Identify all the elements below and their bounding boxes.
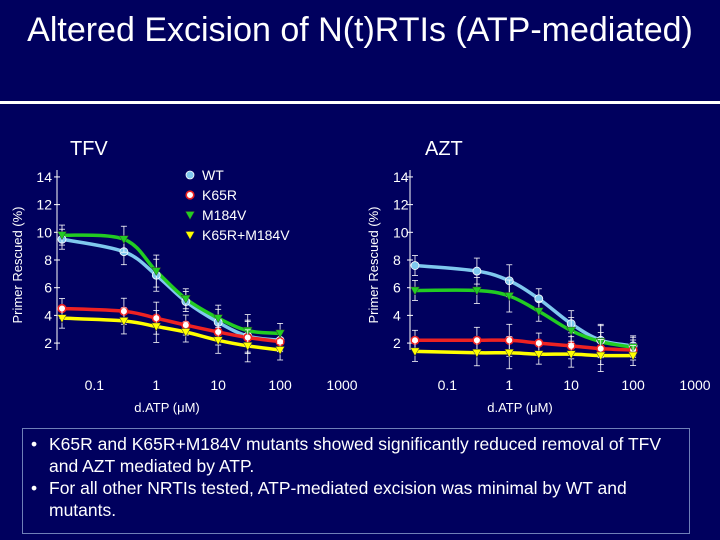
y-tick-label: 6	[393, 280, 401, 296]
legend-marker-icon	[185, 231, 195, 241]
data-point	[410, 286, 420, 296]
y-tick-label: 10	[393, 224, 409, 240]
legend-marker-icon	[185, 190, 195, 200]
data-point	[180, 328, 191, 338]
data-point	[213, 314, 224, 324]
data-point	[566, 326, 577, 336]
x-axis-label: d.ATP (μM)	[487, 400, 553, 415]
y-tick-label: 6	[44, 280, 52, 296]
data-point	[595, 351, 606, 361]
data-point	[118, 317, 129, 326]
panel-label-tfv: TFV	[70, 138, 108, 160]
x-tick-label: 10	[210, 377, 226, 393]
y-tick-label: 14	[393, 169, 409, 185]
data-point	[57, 314, 67, 324]
data-point	[410, 347, 420, 357]
x-tick-label: 1000	[326, 377, 357, 393]
data-point	[57, 231, 67, 241]
x-tick-label: 100	[621, 377, 645, 393]
y-tick-label: 8	[44, 252, 52, 268]
legend-marker-icon	[185, 170, 195, 180]
panel-label-azt: AZT	[425, 138, 463, 160]
y-tick-label: 14	[36, 169, 52, 185]
data-point	[471, 286, 482, 296]
page-title: Altered Excision of N(t)RTIs (ATP-mediat…	[27, 11, 693, 49]
data-point	[472, 266, 482, 276]
bullet-item: • For all other NRTIs tested, ATP-mediat…	[31, 477, 681, 521]
data-point	[504, 349, 515, 358]
data-point	[410, 261, 420, 270]
x-tick-label: 1	[152, 377, 160, 393]
x-tick-label: 100	[268, 377, 292, 393]
x-tick-label: 0.1	[438, 377, 458, 393]
data-point	[471, 349, 482, 358]
y-tick-label: 4	[393, 307, 401, 323]
legend-label: WT	[202, 167, 224, 183]
data-point	[533, 307, 544, 317]
bullet-box: • K65R and K65R+M184V mutants showed sig…	[22, 428, 690, 534]
y-tick-label: 8	[393, 252, 401, 268]
legend-label: K65R+M184V	[202, 227, 290, 243]
data-point	[242, 342, 253, 351]
data-point	[151, 322, 162, 332]
data-point	[180, 295, 191, 304]
y-tick-label: 12	[36, 197, 52, 213]
y-tick-label: 2	[393, 335, 401, 351]
x-axis-label: d.ATP (μM)	[134, 400, 200, 415]
y-tick-label: 2	[44, 335, 52, 351]
data-point	[118, 235, 129, 245]
x-tick-label: 0.1	[85, 377, 105, 393]
x-tick-label: 1	[505, 377, 513, 393]
bullet-dot-icon: •	[31, 478, 38, 498]
legend-label: M184V	[202, 207, 247, 223]
bullet-item: • K65R and K65R+M184V mutants showed sig…	[31, 433, 681, 477]
legend-label: K65R	[202, 187, 237, 203]
y-tick-label: 4	[44, 307, 52, 323]
title-divider	[0, 101, 720, 104]
data-point	[151, 267, 162, 277]
y-axis-label: Primer Rescued (%)	[10, 206, 25, 323]
data-point	[628, 351, 639, 361]
data-point	[533, 350, 544, 360]
data-point	[504, 292, 515, 302]
x-tick-label: 10	[563, 377, 579, 393]
bullet-text: For all other NRTIs tested, ATP-mediated…	[49, 478, 627, 520]
y-tick-label: 12	[393, 197, 409, 213]
data-point	[275, 346, 286, 356]
y-tick-label: 10	[36, 224, 52, 240]
bullet-text: K65R and K65R+M184V mutants showed signi…	[49, 434, 662, 476]
data-point	[275, 329, 286, 339]
data-point	[213, 336, 224, 346]
data-point	[566, 350, 577, 360]
legend-marker-icon	[185, 211, 195, 221]
x-tick-label: 1000	[679, 377, 710, 393]
bullet-dot-icon: •	[31, 434, 38, 454]
y-axis-label: Primer Rescued (%)	[366, 206, 381, 323]
